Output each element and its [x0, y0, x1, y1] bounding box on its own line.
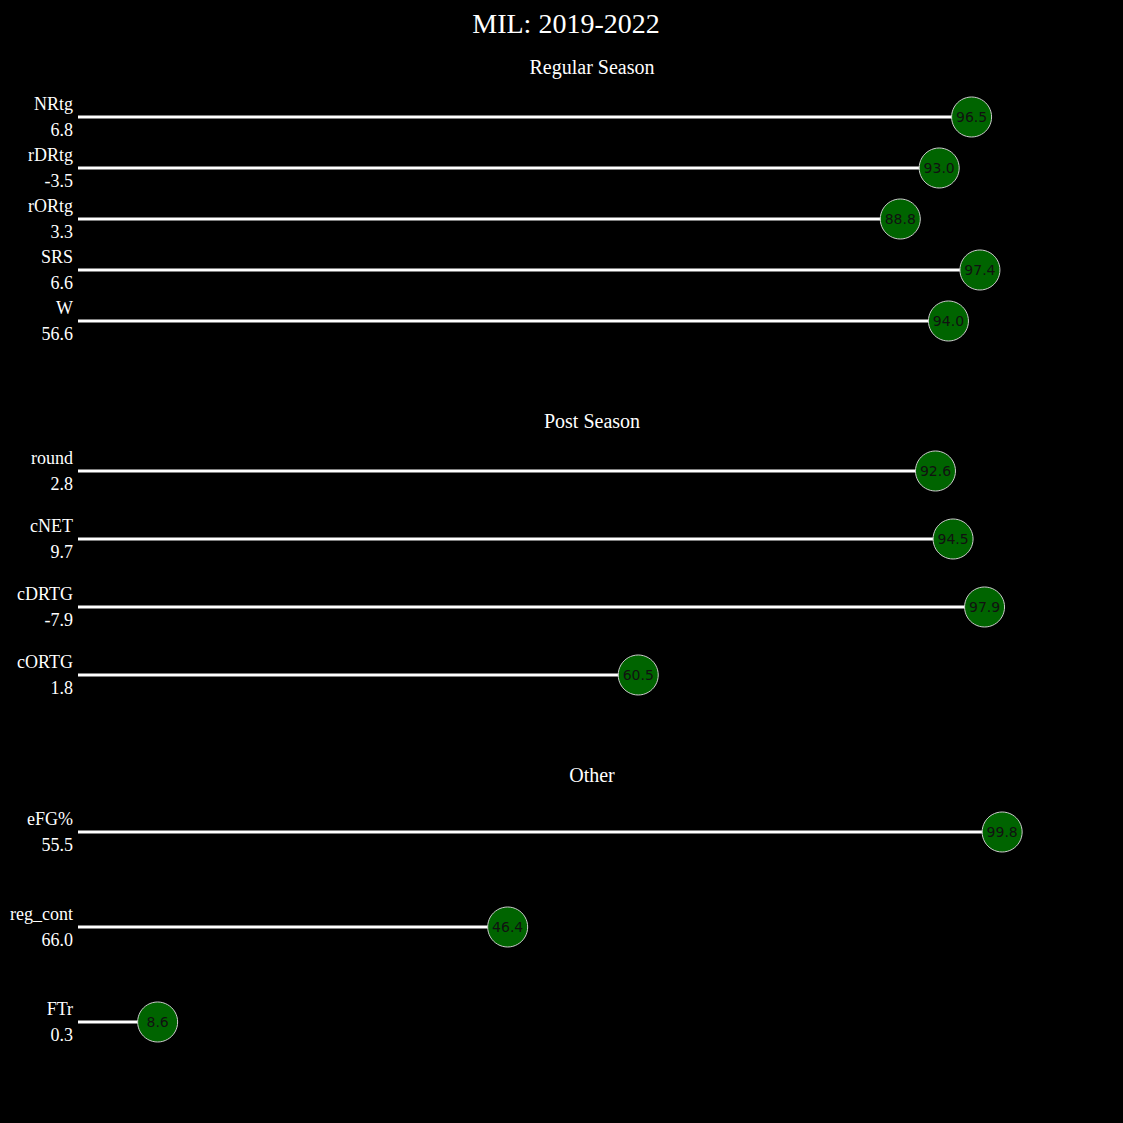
svg-text:rORtg: rORtg	[28, 196, 73, 216]
svg-text:rDRtg: rDRtg	[28, 145, 73, 165]
svg-text:99.8: 99.8	[987, 824, 1018, 840]
svg-text:round: round	[31, 448, 73, 468]
svg-text:NRtg: NRtg	[34, 94, 73, 114]
svg-text:6.6: 6.6	[51, 273, 74, 293]
svg-text:Post Season: Post Season	[544, 410, 640, 432]
svg-text:MIL: 2019-2022: MIL: 2019-2022	[472, 8, 659, 39]
svg-text:66.0: 66.0	[42, 930, 74, 950]
svg-text:Other: Other	[569, 764, 615, 786]
svg-text:W: W	[56, 298, 73, 318]
svg-text:Regular Season: Regular Season	[530, 56, 655, 79]
svg-text:97.4: 97.4	[964, 262, 995, 278]
svg-text:reg_cont: reg_cont	[10, 904, 73, 924]
svg-text:cNET: cNET	[30, 516, 73, 536]
svg-text:60.5: 60.5	[623, 667, 654, 683]
svg-text:3.3: 3.3	[51, 222, 74, 242]
svg-text:-7.9: -7.9	[45, 610, 74, 630]
svg-text:96.5: 96.5	[956, 109, 987, 125]
svg-text:-3.5: -3.5	[45, 171, 74, 191]
svg-text:FTr: FTr	[47, 999, 73, 1019]
svg-text:55.5: 55.5	[42, 835, 74, 855]
svg-text:SRS: SRS	[41, 247, 73, 267]
svg-text:2.8: 2.8	[51, 474, 74, 494]
svg-text:92.6: 92.6	[920, 463, 951, 479]
svg-text:1.8: 1.8	[51, 678, 74, 698]
svg-text:94.0: 94.0	[933, 313, 964, 329]
svg-text:0.3: 0.3	[51, 1025, 74, 1045]
svg-text:46.4: 46.4	[492, 919, 523, 935]
svg-text:88.8: 88.8	[885, 211, 916, 227]
svg-text:cDRTG: cDRTG	[17, 584, 73, 604]
svg-text:97.9: 97.9	[969, 599, 1000, 615]
svg-text:eFG%: eFG%	[27, 809, 73, 829]
svg-text:6.8: 6.8	[51, 120, 74, 140]
svg-text:9.7: 9.7	[51, 542, 74, 562]
svg-text:cORTG: cORTG	[17, 652, 73, 672]
svg-text:8.6: 8.6	[147, 1014, 169, 1030]
svg-text:93.0: 93.0	[924, 160, 955, 176]
svg-text:56.6: 56.6	[42, 324, 74, 344]
svg-text:94.5: 94.5	[937, 531, 968, 547]
